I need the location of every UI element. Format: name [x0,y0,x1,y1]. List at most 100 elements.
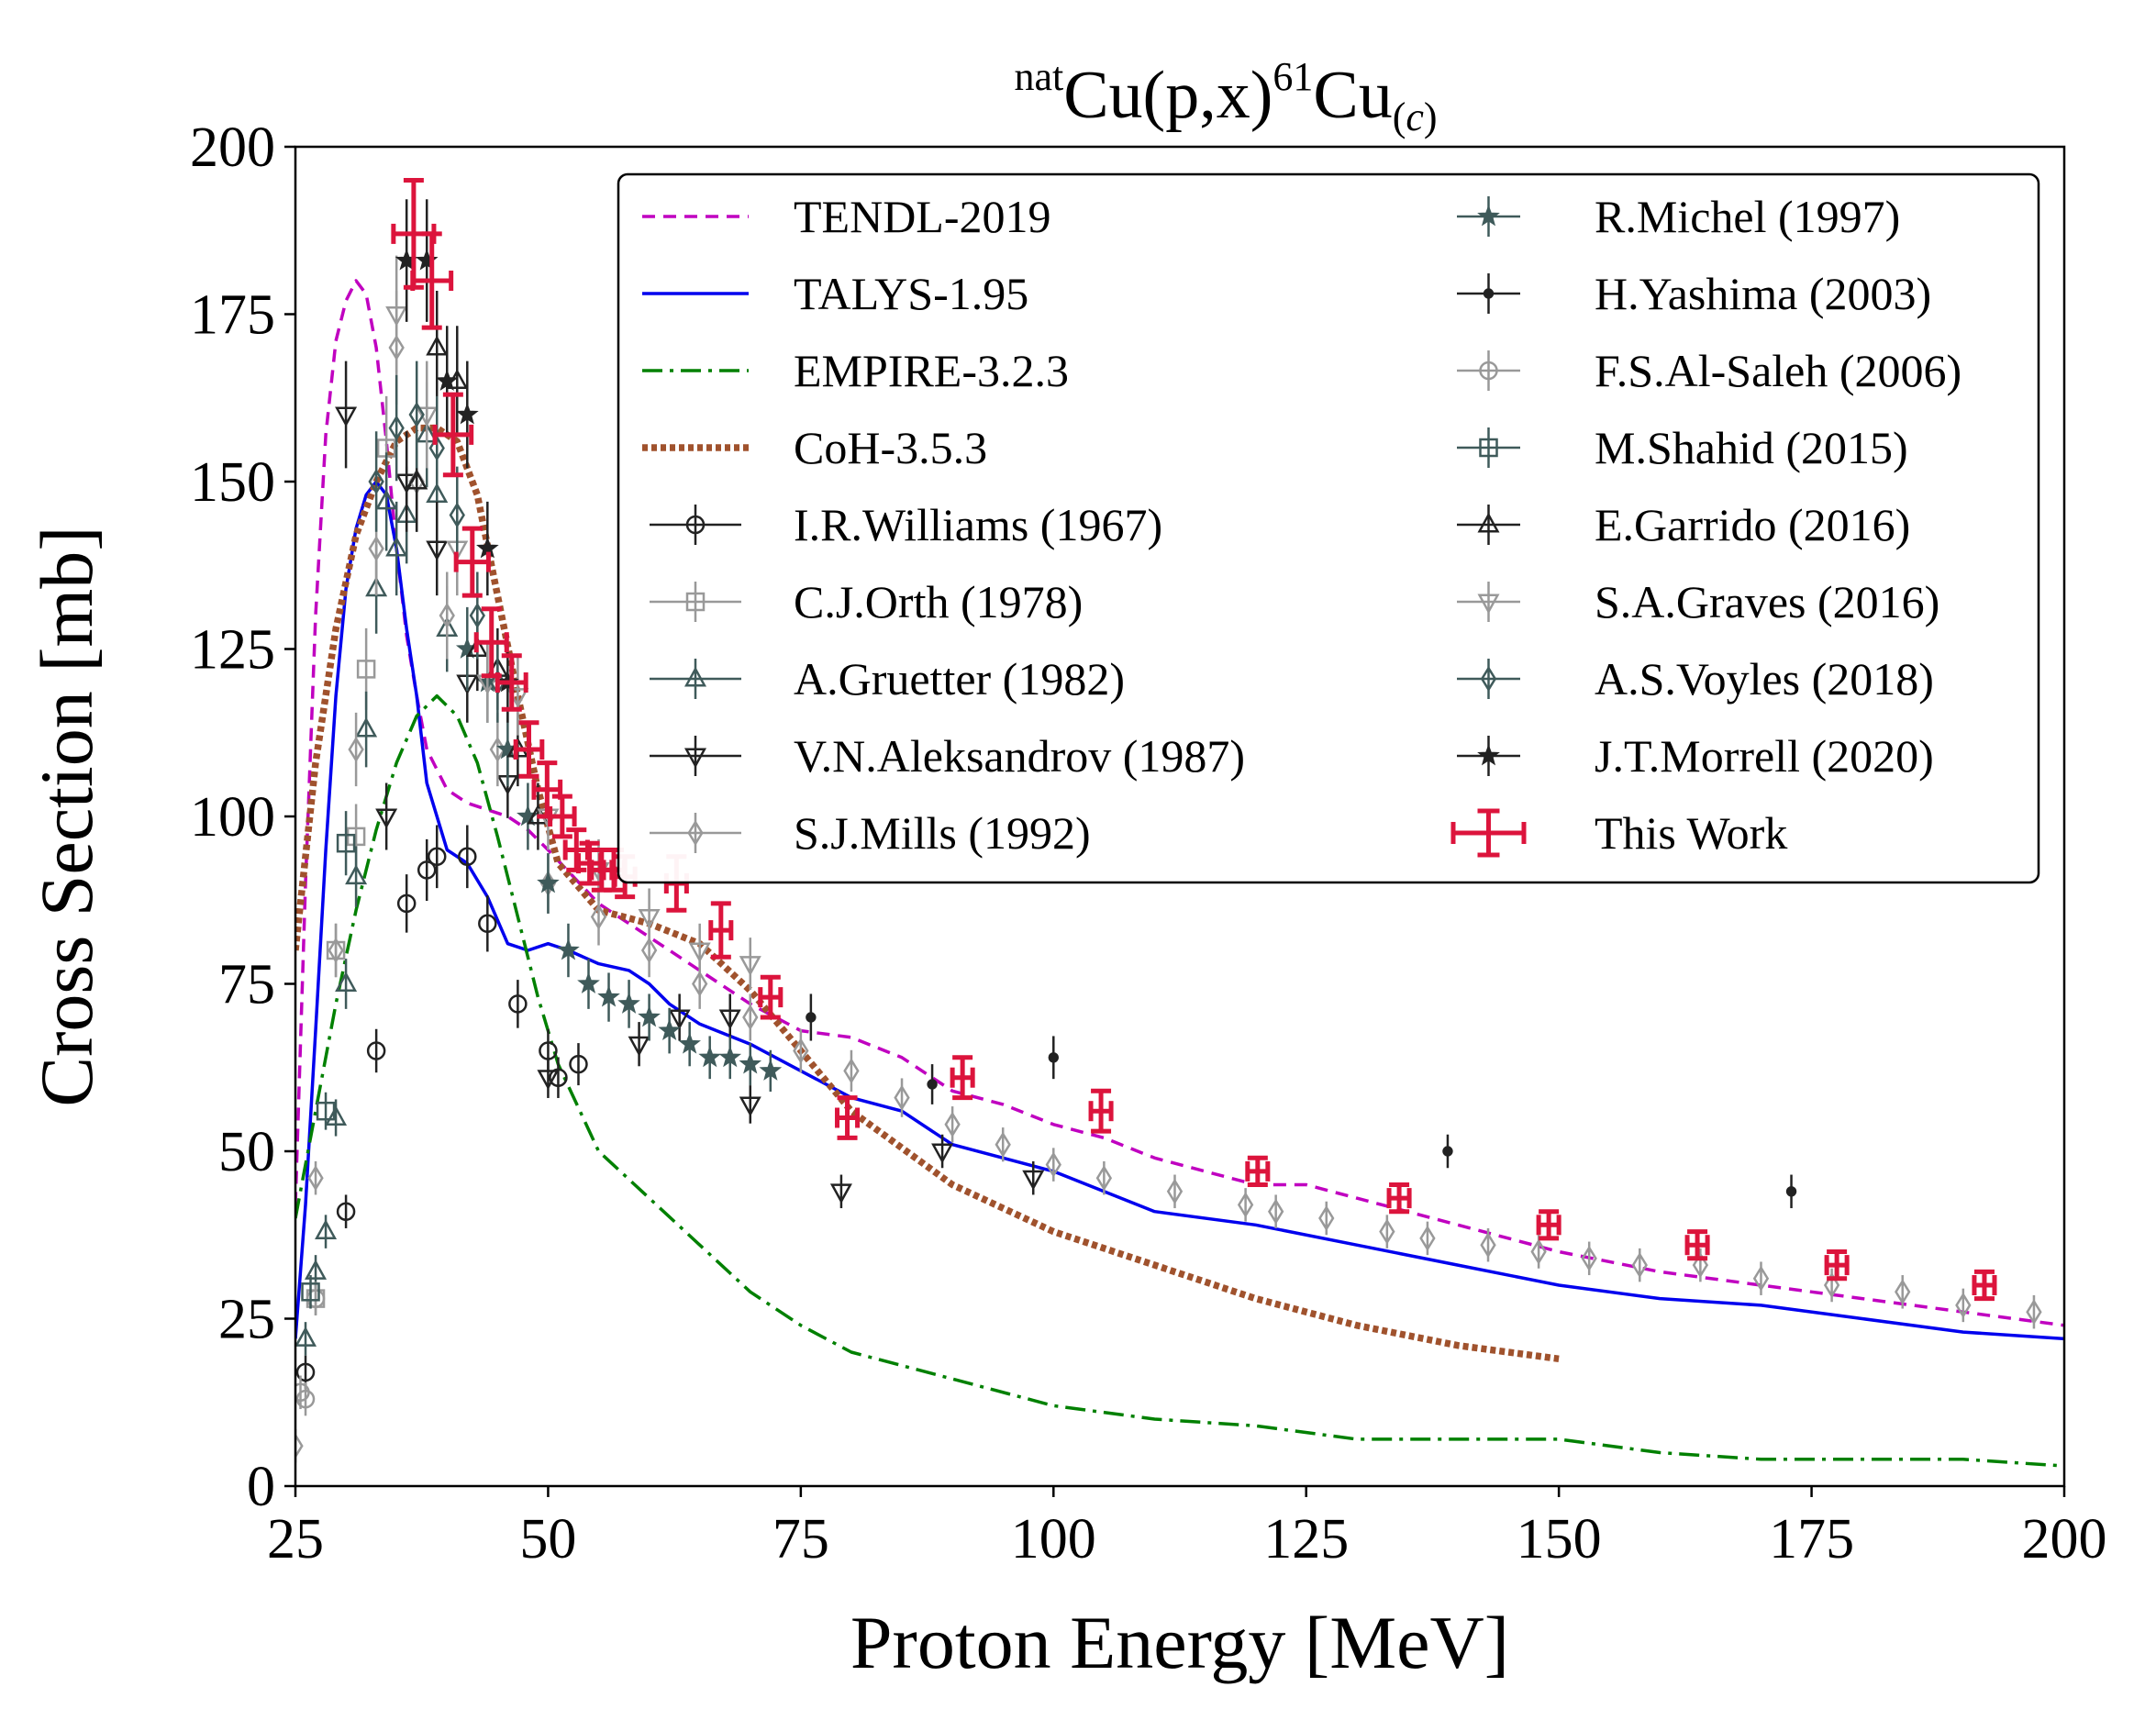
exp-point-s-j-mills-1992 [1318,1204,1335,1232]
exp-point-i-r-williams-1967 [417,860,437,880]
this-work-point [1386,1182,1412,1215]
exp-point-r-michel-1997 [537,871,560,893]
this-work-point [835,1095,861,1140]
legend-marker-a-gruetter-1982 [683,666,707,687]
model-curve-talys [295,480,2064,1341]
legend-label: EMPIRE-3.2.3 [794,345,1069,396]
exp-point-c-j-orth-1978 [356,660,376,679]
exp-point-s-a-graves-2016 [688,942,711,963]
legend-marker-s-a-graves-2016 [1477,594,1500,615]
exp-point-m-shahid-2015 [316,1101,336,1121]
y-tick-label: 75 [218,954,275,1016]
exp-point-s-j-mills-1992 [295,1433,304,1459]
x-tick-label: 150 [1517,1508,1602,1570]
exp-point-v-n-aleksandrov-1987 [739,1096,761,1117]
experimental-data [295,199,2042,1463]
this-work-point [531,760,563,819]
x-axis-label: Proton Energy [MeV] [850,1601,1509,1684]
y-tick-label: 125 [190,619,275,682]
exp-point-r-michel-1997 [617,992,640,1014]
plot-frame [294,145,2066,1488]
x-tick-label: 50 [519,1508,576,1570]
legend-item: R.Michel (1997) [1457,191,1900,242]
legend-item: J.T.Morrell (2020) [1457,730,1934,782]
exp-point-s-j-mills-1992 [1480,1232,1496,1259]
legend-label: R.Michel (1997) [1595,191,1900,242]
exp-point-a-s-voyles-2018 [428,435,445,461]
y-axis-label: Cross Section [mb] [25,526,108,1106]
exp-point-v-n-aleksandrov-1987 [718,1009,741,1030]
exp-point-s-j-mills-1992 [1692,1252,1709,1279]
legend-marker-e-garrido-2016 [1477,512,1500,533]
legend-item: This Work [1450,807,1787,859]
legend-item: V.N.Aleksandrov (1987) [650,730,1245,782]
exp-point-a-s-voyles-2018 [469,602,485,629]
exp-point-s-j-mills-1992 [1237,1192,1254,1218]
exp-point-s-j-mills-1992 [1379,1218,1395,1245]
legend-item: M.Shahid (2015) [1457,422,1908,473]
this-work-point [432,392,474,478]
this-work-point [1972,1269,1997,1302]
exp-point-a-gruetter-1982 [305,1259,328,1280]
legend-marker-s-j-mills-1992 [687,819,704,847]
exp-point-a-s-voyles-2018 [388,415,405,441]
this-work-point [758,974,783,1020]
this-work-point [495,653,528,712]
exp-point-r-michel-1997 [718,1045,742,1068]
legend-label: S.A.Graves (2016) [1595,576,1939,627]
exp-point-a-gruetter-1982 [325,1105,348,1126]
exp-point-r-michel-1997 [577,971,600,993]
exp-point-v-n-aleksandrov-1987 [426,540,449,561]
this-work-point [1684,1229,1710,1261]
title-paren-open: ( [1393,94,1406,139]
exp-point-v-n-aleksandrov-1987 [628,1036,650,1057]
exp-point-a-gruetter-1982 [295,1326,317,1347]
legend-item: A.S.Voyles (2018) [1457,653,1934,705]
legend-item: A.Gruetter (1982) [650,653,1125,705]
exp-point-r-michel-1997 [739,1052,762,1074]
legend-label: J.T.Morrell (2020) [1595,730,1934,782]
exp-point-h-yashima-2003 [1785,1186,1797,1197]
exp-point-s-j-mills-1992 [793,1038,809,1064]
chart-title: natCu(p,x)61Cu(c) [1014,54,1437,139]
exp-point-s-j-mills-1992 [1045,1151,1061,1178]
exp-point-s-j-mills-1992 [348,736,364,763]
exp-point-s-a-graves-2016 [739,956,761,976]
exp-point-a-gruetter-1982 [315,1219,338,1240]
exp-point-v-n-aleksandrov-1987 [931,1143,954,1164]
exp-point-s-a-graves-2016 [385,306,408,327]
exp-point-r-michel-1997 [658,1018,681,1041]
model-curves [295,279,2064,1468]
x-tick-label: 200 [2022,1508,2107,1570]
y-tick-label: 150 [190,451,275,514]
exp-point-j-t-morrell-2020 [455,403,479,425]
legend-marker-r-michel-1997 [1477,204,1500,227]
legend-label: C.J.Orth (1978) [794,576,1083,627]
exp-point-s-j-mills-1992 [1581,1245,1597,1271]
legend-item: F.S.Al-Saleh (2006) [1457,345,1962,396]
this-work-point [950,1055,975,1101]
legend-item: H.Yashima (2003) [1457,268,1931,319]
legend-label: V.N.Aleksandrov (1987) [794,730,1245,782]
exp-point-s-j-mills-1992 [368,535,384,562]
legend-label: I.R.Williams (1967) [794,499,1162,550]
this-work-point [708,901,734,960]
exp-point-a-gruetter-1982 [345,864,368,885]
legend-marker-m-shahid-2015 [1479,438,1498,458]
y-tick-label: 175 [190,284,275,347]
exp-point-a-gruetter-1982 [375,489,398,510]
exp-point-s-j-mills-1992 [2026,1299,2042,1326]
exp-point-i-r-williams-1967 [508,994,528,1014]
exp-point-s-j-mills-1992 [640,937,658,964]
y-tick-label: 200 [190,117,275,179]
exp-point-m-shahid-2015 [301,1282,320,1302]
exp-point-a-s-voyles-2018 [449,502,465,528]
exp-point-r-michel-1997 [698,1045,722,1068]
exp-point-r-michel-1997 [597,985,620,1007]
title-paren-close: ) [1424,94,1438,139]
exp-point-h-yashima-2003 [1048,1052,1059,1063]
legend-marker-f-s-al-saleh-2006 [1479,361,1498,381]
exp-point-i-r-williams-1967 [336,1202,356,1221]
legend-item: EMPIRE-3.2.3 [642,345,1069,396]
legend-marker-i-r-williams-1967 [685,515,706,535]
